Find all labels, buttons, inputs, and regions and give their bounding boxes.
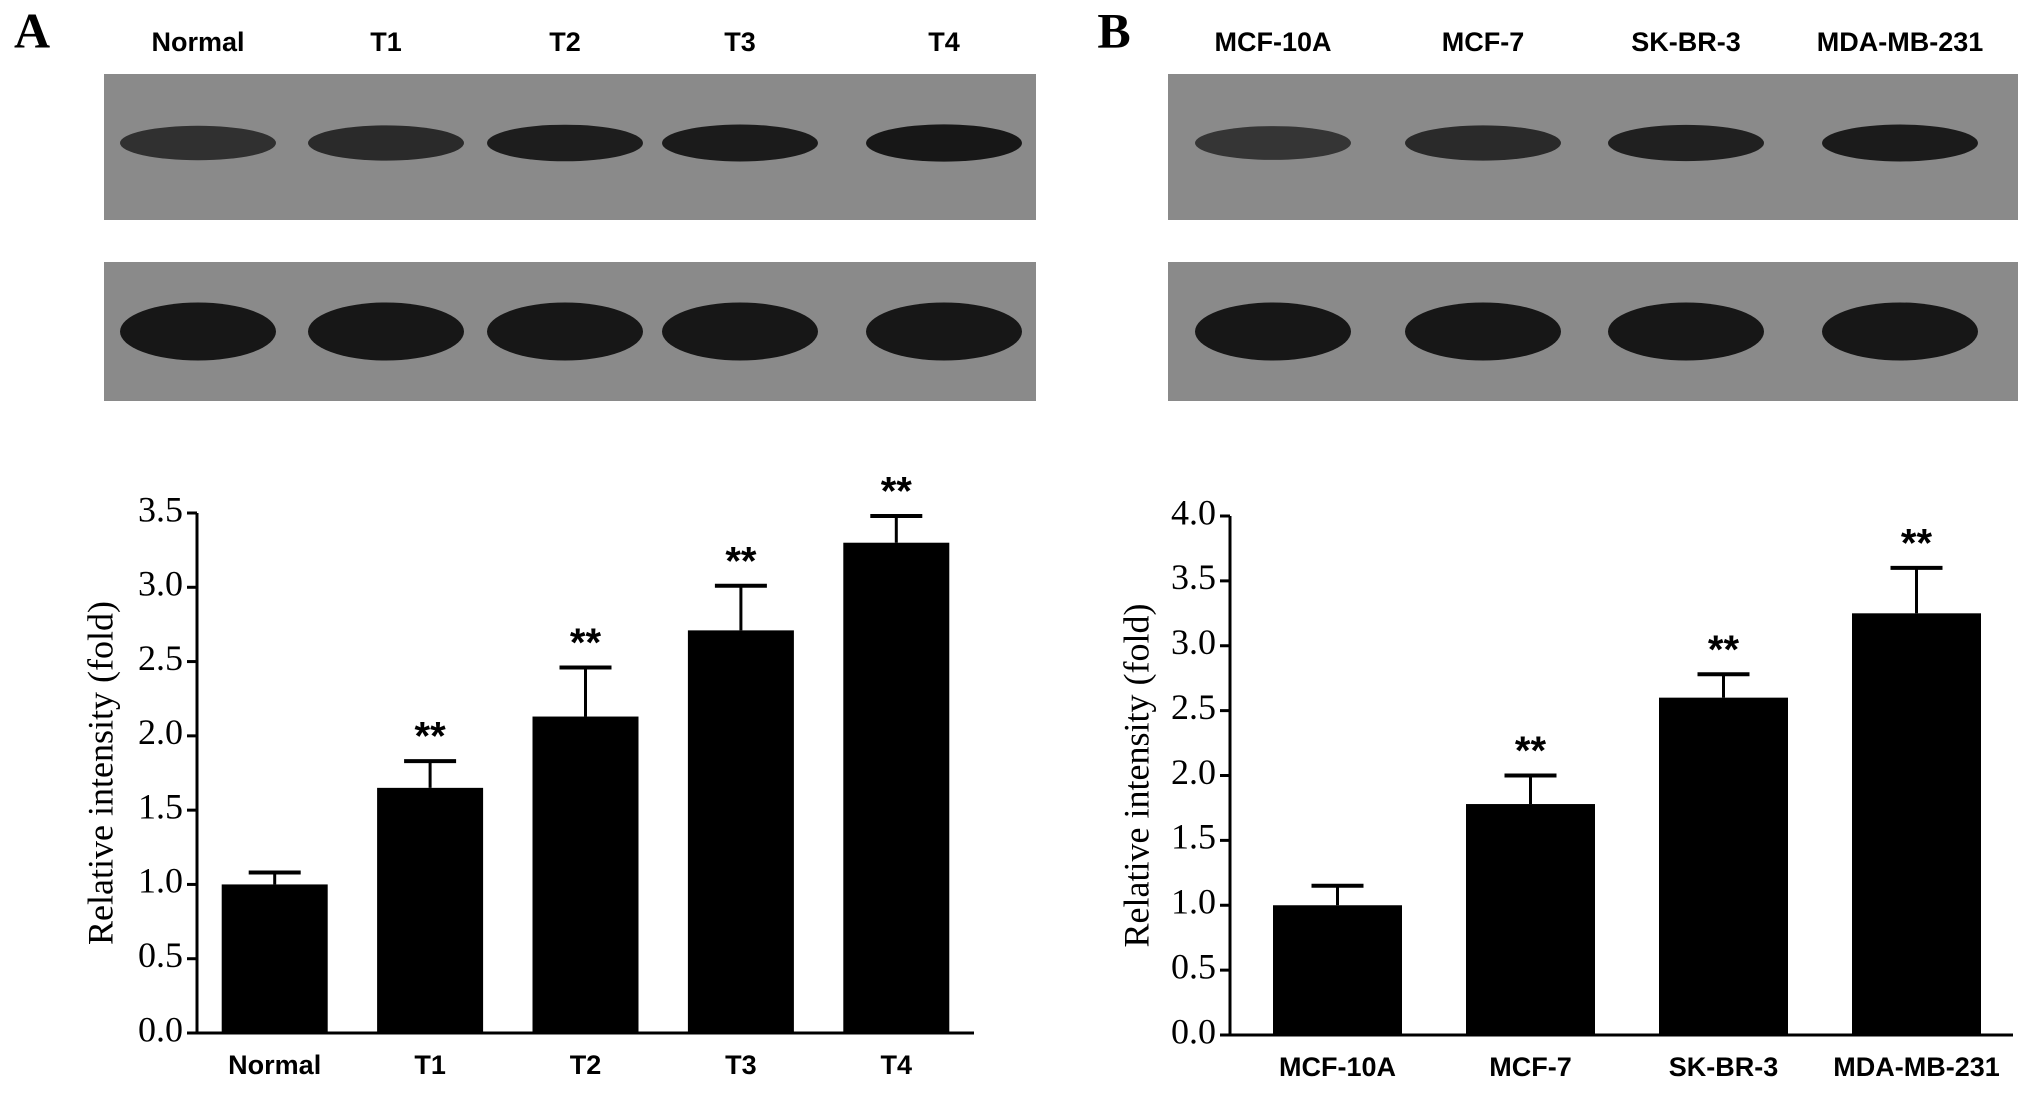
y-tick-label: 0.5 bbox=[1171, 946, 1216, 986]
bar bbox=[377, 787, 484, 1033]
significance-marker: ** bbox=[1708, 628, 1740, 672]
bar bbox=[532, 716, 639, 1033]
y-tick-label: 3.5 bbox=[1171, 557, 1216, 597]
lane-label: T1 bbox=[370, 27, 402, 57]
blot-band bbox=[1195, 126, 1351, 160]
lane-label: Normal bbox=[151, 27, 244, 57]
blot-band bbox=[662, 124, 818, 162]
blot-band bbox=[662, 302, 818, 361]
bar bbox=[221, 884, 328, 1033]
y-tick-label: 2.5 bbox=[138, 638, 183, 678]
y-tick-label: 2.0 bbox=[1171, 752, 1216, 792]
blot-band bbox=[1195, 302, 1351, 361]
blot-band bbox=[120, 302, 276, 361]
blot-band bbox=[1822, 124, 1978, 162]
x-tick-label: SK-BR-3 bbox=[1669, 1052, 1779, 1082]
significance-marker: ** bbox=[725, 539, 757, 583]
x-tick-label: Normal bbox=[228, 1050, 321, 1080]
lane-label: SK-BR-3 bbox=[1631, 27, 1741, 57]
lane-label: MCF-10A bbox=[1214, 27, 1331, 57]
panel-letter: A bbox=[14, 2, 50, 58]
lane-label: MCF-7 bbox=[1442, 27, 1525, 57]
y-tick-label: 1.0 bbox=[1171, 882, 1216, 922]
y-axis-label: Relative intensity (fold) bbox=[1116, 604, 1156, 948]
y-tick-label: 1.5 bbox=[1171, 817, 1216, 857]
bar bbox=[687, 630, 794, 1033]
panel-letter: B bbox=[1097, 2, 1130, 58]
x-tick-label: T2 bbox=[570, 1050, 602, 1080]
y-tick-label: 0.0 bbox=[1171, 1011, 1216, 1051]
bar bbox=[1659, 697, 1788, 1035]
lane-label: T2 bbox=[549, 27, 581, 57]
y-tick-label: 3.5 bbox=[138, 489, 183, 529]
x-tick-label: MCF-7 bbox=[1489, 1052, 1572, 1082]
lane-label: T4 bbox=[928, 27, 960, 57]
lane-label: MDA-MB-231 bbox=[1817, 27, 1984, 57]
x-tick-label: T4 bbox=[881, 1050, 913, 1080]
significance-marker: ** bbox=[881, 470, 913, 514]
x-tick-label: T3 bbox=[725, 1050, 757, 1080]
blot-band bbox=[1405, 302, 1561, 361]
bar bbox=[1466, 804, 1595, 1035]
blot-band bbox=[866, 302, 1022, 361]
blot-band bbox=[308, 302, 464, 361]
significance-marker: ** bbox=[570, 621, 602, 665]
y-axis-label: Relative intensity (fold) bbox=[80, 601, 120, 945]
x-tick-label: MDA-MB-231 bbox=[1833, 1052, 2000, 1082]
y-tick-label: 4.0 bbox=[1171, 492, 1216, 532]
y-tick-label: 3.0 bbox=[138, 564, 183, 604]
y-tick-label: 2.5 bbox=[1171, 687, 1216, 727]
blot-band bbox=[487, 124, 643, 162]
y-tick-label: 1.5 bbox=[138, 786, 183, 826]
significance-marker: ** bbox=[415, 715, 447, 759]
blot-band bbox=[308, 125, 464, 161]
bar bbox=[843, 542, 950, 1033]
y-tick-label: 3.0 bbox=[1171, 622, 1216, 662]
x-tick-label: T1 bbox=[414, 1050, 446, 1080]
y-tick-label: 0.0 bbox=[138, 1009, 183, 1049]
blot-band bbox=[487, 302, 643, 361]
blot-band bbox=[1608, 302, 1764, 361]
bar bbox=[1273, 905, 1402, 1035]
y-tick-label: 0.5 bbox=[138, 935, 183, 975]
y-tick-label: 2.0 bbox=[138, 712, 183, 752]
blot-band bbox=[1608, 124, 1764, 162]
significance-marker: ** bbox=[1515, 729, 1547, 773]
blot-band bbox=[1405, 125, 1561, 161]
bar bbox=[1852, 613, 1981, 1035]
x-tick-label: MCF-10A bbox=[1279, 1052, 1396, 1082]
significance-marker: ** bbox=[1901, 521, 1933, 565]
blot-band bbox=[1822, 302, 1978, 361]
blot-band bbox=[120, 125, 276, 161]
lane-label: T3 bbox=[724, 27, 756, 57]
y-tick-label: 1.0 bbox=[138, 861, 183, 901]
blot-band bbox=[866, 124, 1022, 162]
